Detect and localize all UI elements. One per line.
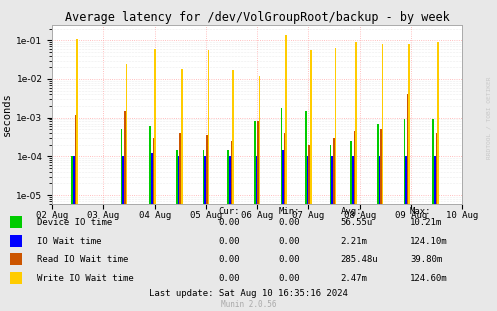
Y-axis label: seconds: seconds bbox=[2, 92, 12, 136]
Text: 2.47m: 2.47m bbox=[340, 274, 367, 283]
Text: RRDTOOL / TOBI OETIKER: RRDTOOL / TOBI OETIKER bbox=[486, 77, 491, 160]
Text: Max:: Max: bbox=[410, 207, 431, 216]
Text: 285.48u: 285.48u bbox=[340, 255, 378, 264]
Text: 56.55u: 56.55u bbox=[340, 218, 373, 227]
Text: 39.80m: 39.80m bbox=[410, 255, 442, 264]
Text: Munin 2.0.56: Munin 2.0.56 bbox=[221, 299, 276, 309]
Text: Device IO time: Device IO time bbox=[37, 218, 112, 227]
Text: 124.10m: 124.10m bbox=[410, 237, 448, 245]
Text: Read IO Wait time: Read IO Wait time bbox=[37, 255, 129, 264]
Text: 0.00: 0.00 bbox=[278, 218, 300, 227]
Text: Min:: Min: bbox=[278, 207, 300, 216]
Text: 0.00: 0.00 bbox=[278, 237, 300, 245]
Text: IO Wait time: IO Wait time bbox=[37, 237, 102, 245]
Text: Avg:: Avg: bbox=[340, 207, 362, 216]
Text: 0.00: 0.00 bbox=[219, 218, 240, 227]
Text: 0.00: 0.00 bbox=[219, 255, 240, 264]
Text: Cur:: Cur: bbox=[219, 207, 240, 216]
Text: 0.00: 0.00 bbox=[278, 274, 300, 283]
Text: Write IO Wait time: Write IO Wait time bbox=[37, 274, 134, 283]
Title: Average latency for /dev/VolGroupRoot/backup - by week: Average latency for /dev/VolGroupRoot/ba… bbox=[65, 11, 450, 24]
Text: Last update: Sat Aug 10 16:35:16 2024: Last update: Sat Aug 10 16:35:16 2024 bbox=[149, 289, 348, 298]
Text: 2.21m: 2.21m bbox=[340, 237, 367, 245]
Text: 0.00: 0.00 bbox=[219, 237, 240, 245]
Text: 10.21m: 10.21m bbox=[410, 218, 442, 227]
Text: 124.60m: 124.60m bbox=[410, 274, 448, 283]
Text: 0.00: 0.00 bbox=[219, 274, 240, 283]
Text: 0.00: 0.00 bbox=[278, 255, 300, 264]
